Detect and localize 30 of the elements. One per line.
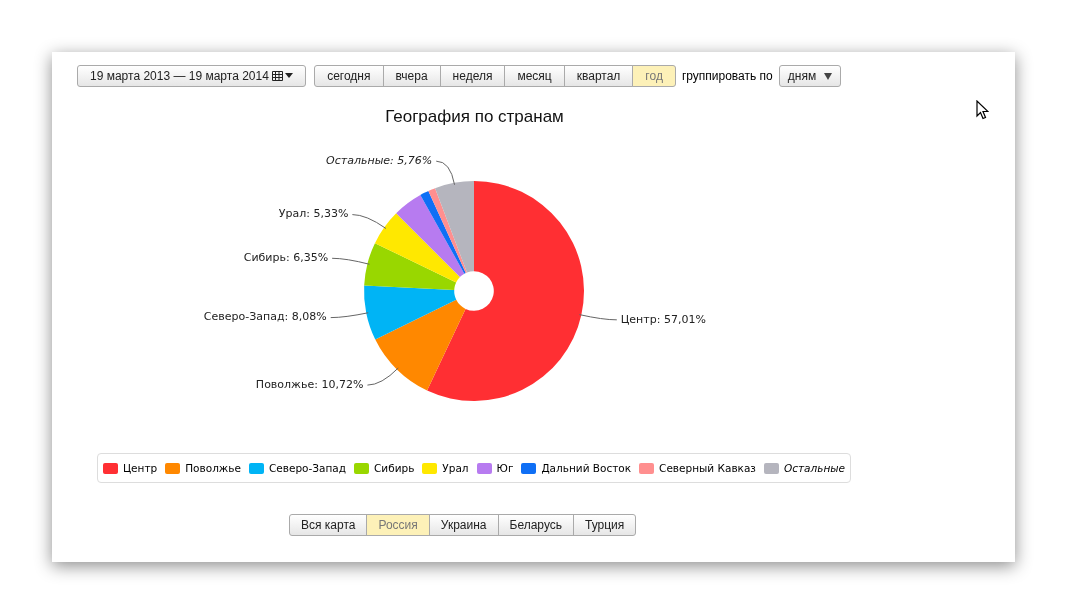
data-label: Сибирь: 6,35% xyxy=(243,251,329,265)
data-label: Северо-Запад: 8,08% xyxy=(203,310,327,324)
legend-label: Поволжье xyxy=(185,462,241,474)
text: год xyxy=(632,65,676,87)
text: Россия xyxy=(366,514,430,536)
legend-label: Урал xyxy=(442,462,469,474)
text: Беларусь xyxy=(497,514,574,536)
legend-label: Дальний Восток xyxy=(541,462,632,474)
data-label: Остальные: 5,76% xyxy=(326,154,433,168)
text: дням xyxy=(778,65,841,87)
data-label: Урал: 5,33% xyxy=(278,207,349,221)
text: Вся карта xyxy=(289,514,368,536)
data-label: Центр: 57,01% xyxy=(620,312,706,326)
legend-label: Северный Кавказ xyxy=(659,462,756,474)
legend-label: Юг xyxy=(496,462,514,474)
text: Украина xyxy=(428,514,499,536)
text: 19 марта 2013 — 19 марта 2014 xyxy=(77,65,307,87)
text: месяц xyxy=(504,65,565,87)
legend-label: Центр xyxy=(122,462,158,474)
text: вчера xyxy=(382,65,441,87)
data-label: Поволжье: 10,72% xyxy=(255,377,364,391)
text: сегодня xyxy=(314,65,384,87)
text: неделя xyxy=(439,65,506,87)
legend-label: Северо-Запад xyxy=(268,462,347,474)
chart-title: География по странам xyxy=(384,107,565,127)
legend-label: Остальные xyxy=(783,462,846,474)
text: Турция xyxy=(573,514,637,536)
text: квартал xyxy=(563,65,634,87)
legend-label: Сибирь xyxy=(374,462,415,474)
text: группировать по xyxy=(681,69,773,83)
